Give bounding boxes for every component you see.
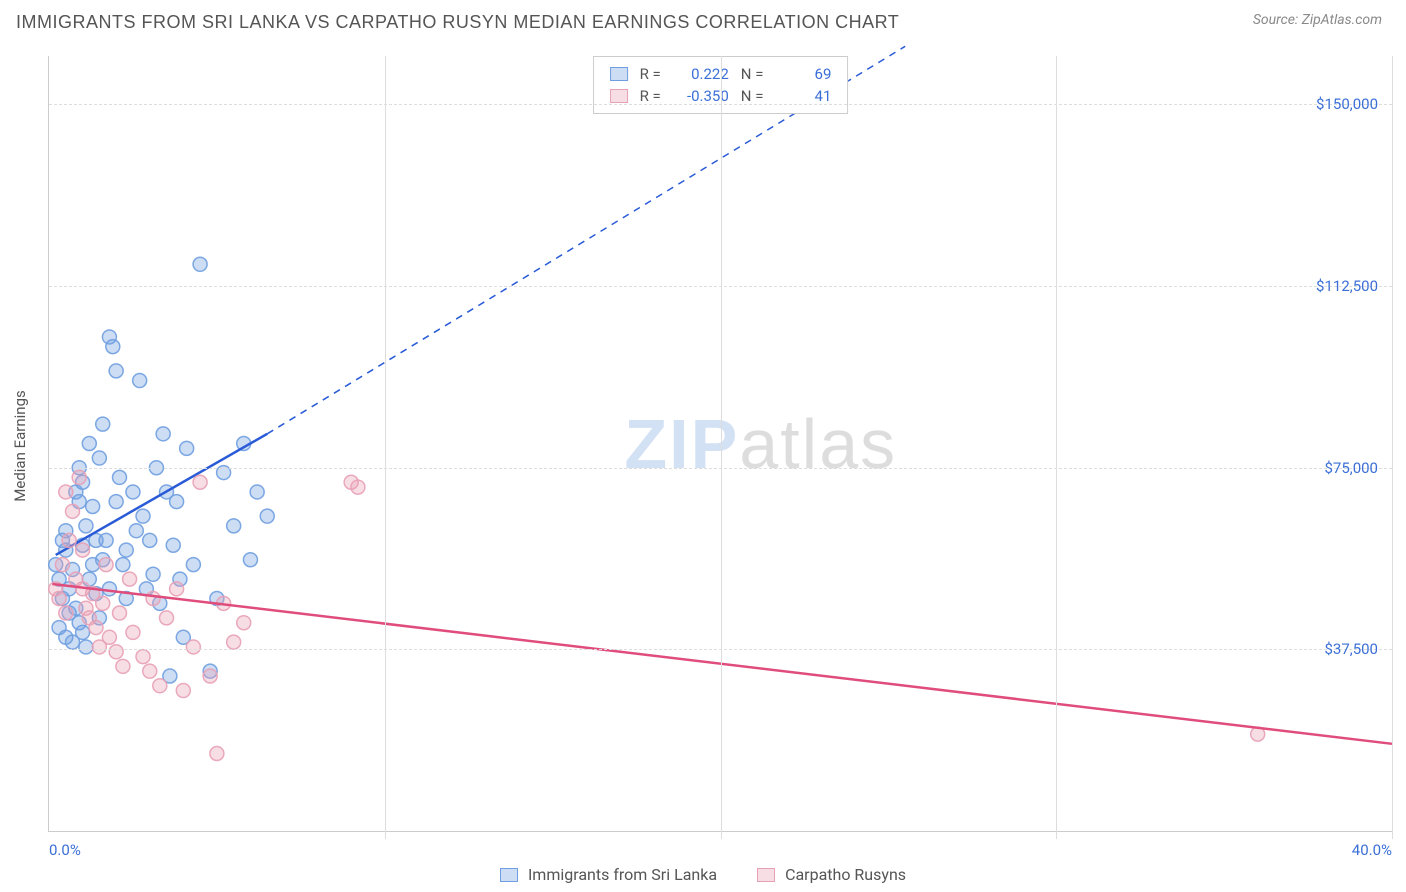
- r-label-2: R =: [640, 87, 661, 105]
- scatter-point: [109, 364, 123, 378]
- y-tick-label: $37,500: [1324, 640, 1378, 658]
- x-tick-min: 0.0%: [49, 841, 81, 859]
- swatch-carpatho: [610, 89, 628, 103]
- scatter-point: [82, 437, 96, 451]
- scatter-point: [133, 374, 147, 388]
- scatter-point: [193, 475, 207, 489]
- scatter-point: [186, 558, 200, 572]
- scatter-point: [156, 427, 170, 441]
- y-tick-label: $112,500: [1316, 277, 1378, 295]
- r-label: R =: [640, 65, 661, 83]
- scatter-point: [146, 567, 160, 581]
- scatter-point: [116, 659, 130, 673]
- trend-line: [56, 434, 268, 555]
- source-prefix: Source:: [1253, 12, 1302, 28]
- y-tick-label: $150,000: [1316, 95, 1378, 113]
- scatter-point: [180, 441, 194, 455]
- n-label-2: N =: [741, 87, 764, 105]
- scatter-point: [113, 606, 127, 620]
- scatter-point: [227, 635, 241, 649]
- scatter-point: [52, 592, 66, 606]
- scatter-point: [62, 533, 76, 547]
- scatter-point: [72, 470, 86, 484]
- scatter-point: [86, 499, 100, 513]
- source-name: ZipAtlas.com: [1302, 12, 1382, 28]
- scatter-point: [143, 664, 157, 678]
- scatter-point: [116, 558, 130, 572]
- n-value-srilanka: 69: [775, 65, 831, 83]
- scatter-point: [250, 485, 264, 499]
- scatter-point: [109, 645, 123, 659]
- scatter-point: [260, 509, 274, 523]
- scatter-point: [210, 747, 224, 761]
- scatter-point: [102, 582, 116, 596]
- scatter-point: [146, 592, 160, 606]
- scatter-point: [102, 630, 116, 644]
- scatter-point: [176, 684, 190, 698]
- scatter-point: [76, 543, 90, 557]
- scatter-point: [351, 480, 365, 494]
- scatter-point: [170, 582, 184, 596]
- scatter-point: [55, 558, 69, 572]
- scatter-point: [193, 257, 207, 271]
- scatter-point: [243, 553, 257, 567]
- scatter-point: [79, 519, 93, 533]
- scatter-point: [59, 485, 73, 499]
- scatter-point: [99, 558, 113, 572]
- swatch-srilanka: [610, 67, 628, 81]
- n-value-carpatho: 41: [775, 87, 831, 105]
- trend-line: [52, 584, 1392, 744]
- legend-swatch-srilanka: [500, 868, 518, 882]
- source-credit: Source: ZipAtlas.com: [1253, 12, 1382, 28]
- scatter-point: [153, 679, 167, 693]
- scatter-point: [96, 417, 110, 431]
- scatter-point: [123, 572, 137, 586]
- scatter-point: [186, 640, 200, 654]
- scatter-point: [106, 340, 120, 354]
- legend-label-srilanka: Immigrants from Sri Lanka: [528, 865, 717, 884]
- scatter-point: [143, 533, 157, 547]
- x-tick-max: 40.0%: [1352, 841, 1392, 859]
- scatter-point: [59, 606, 73, 620]
- legend-swatch-carpatho: [757, 868, 775, 882]
- scatter-point: [237, 616, 251, 630]
- y-axis-label: Median Earnings: [11, 390, 29, 501]
- legend-item-carpatho: Carpatho Rusyns: [757, 865, 906, 884]
- scatter-point: [126, 485, 140, 499]
- scatter-point: [166, 538, 180, 552]
- scatter-point: [227, 519, 241, 533]
- scatter-point: [126, 625, 140, 639]
- n-label: N =: [741, 65, 764, 83]
- y-tick-label: $75,000: [1324, 459, 1378, 477]
- scatter-point: [113, 470, 127, 484]
- header-row: IMMIGRANTS FROM SRI LANKA VS CARPATHO RU…: [0, 0, 1406, 41]
- scatter-point: [136, 509, 150, 523]
- scatter-point: [119, 543, 133, 557]
- scatter-point: [92, 451, 106, 465]
- scatter-point: [96, 596, 110, 610]
- bottom-legend: Immigrants from Sri Lanka Carpatho Rusyn…: [0, 865, 1406, 884]
- scatter-point: [66, 504, 80, 518]
- scatter-point: [203, 669, 217, 683]
- scatter-point: [89, 621, 103, 635]
- scatter-point: [79, 640, 93, 654]
- legend-item-srilanka: Immigrants from Sri Lanka: [500, 865, 717, 884]
- scatter-point: [160, 611, 174, 625]
- scatter-point: [109, 495, 123, 509]
- scatter-point: [136, 650, 150, 664]
- scatter-point: [129, 524, 143, 538]
- scatter-point: [76, 625, 90, 639]
- chart-title: IMMIGRANTS FROM SRI LANKA VS CARPATHO RU…: [16, 12, 899, 33]
- legend-label-carpatho: Carpatho Rusyns: [785, 865, 906, 884]
- scatter-point: [170, 495, 184, 509]
- chart-plot-area: ZIPatlas R = 0.222 N = 69 R = -0.350 N =…: [48, 56, 1392, 832]
